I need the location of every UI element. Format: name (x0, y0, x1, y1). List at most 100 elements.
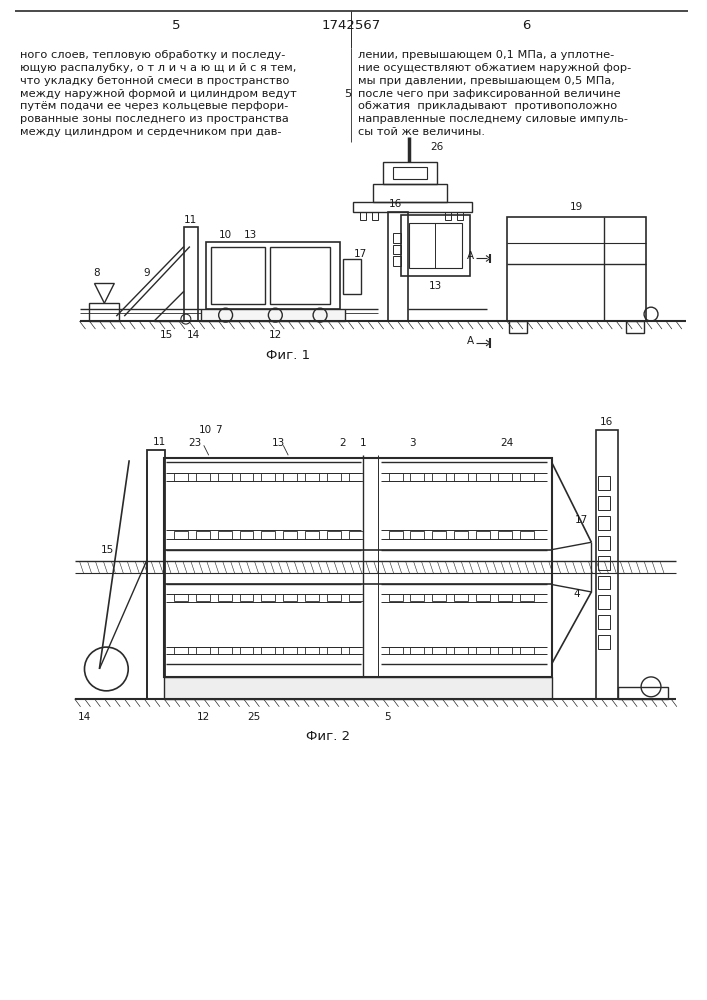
Bar (382, 162, 438, 184)
Bar (454, 594, 468, 601)
Bar (373, 184, 448, 202)
Bar (411, 647, 424, 654)
Bar (270, 247, 330, 304)
Bar (196, 594, 210, 601)
Text: 5: 5 (385, 712, 391, 722)
Bar (240, 531, 253, 539)
Bar (174, 473, 188, 481)
Text: 4: 4 (573, 589, 580, 599)
Text: 11: 11 (185, 215, 197, 225)
Bar (433, 594, 446, 601)
Bar (262, 647, 275, 654)
Bar (597, 430, 618, 699)
Bar (349, 531, 363, 539)
Text: рованные зоны последнего из пространства: рованные зоны последнего из пространства (20, 114, 288, 124)
Text: 17: 17 (354, 249, 368, 259)
Bar (211, 247, 265, 304)
Text: 25: 25 (247, 712, 260, 722)
Bar (445, 212, 451, 220)
Bar (457, 212, 463, 220)
Bar (498, 594, 512, 601)
Bar (262, 594, 275, 601)
Text: 9: 9 (144, 268, 151, 278)
Text: 13: 13 (271, 438, 285, 448)
Bar (218, 647, 232, 654)
Text: 8: 8 (93, 268, 100, 278)
Bar (327, 647, 341, 654)
Bar (360, 212, 366, 220)
Bar (476, 531, 490, 539)
Text: 11: 11 (153, 437, 165, 447)
Text: между цилиндром и сердечником при дав-: между цилиндром и сердечником при дав- (20, 127, 281, 137)
Bar (389, 594, 402, 601)
Bar (598, 496, 610, 510)
Bar (218, 473, 232, 481)
Text: направленные последнему силовые импуль-: направленные последнему силовые импуль- (358, 114, 628, 124)
Bar (196, 531, 210, 539)
Bar (409, 223, 462, 268)
Bar (509, 321, 527, 333)
Bar (327, 473, 341, 481)
Bar (240, 594, 253, 601)
Text: 15: 15 (100, 545, 114, 555)
Bar (598, 536, 610, 550)
Text: между наружной формой и цилиндром ведут: между наружной формой и цилиндром ведут (20, 89, 297, 99)
Bar (626, 321, 644, 333)
Bar (349, 594, 363, 601)
Text: 26: 26 (431, 142, 444, 152)
Bar (305, 473, 319, 481)
Bar (284, 594, 297, 601)
Bar (353, 202, 472, 212)
Bar (387, 212, 407, 321)
Bar (507, 217, 646, 321)
Text: обжатия  прикладывают  противоположно: обжатия прикладывают противоположно (358, 101, 617, 111)
Text: мы при давлении, превышающем 0,5 МПа,: мы при давлении, превышающем 0,5 МПа, (358, 76, 614, 86)
Bar (401, 215, 470, 276)
Bar (598, 615, 610, 629)
Bar (174, 647, 188, 654)
Bar (349, 647, 363, 654)
Bar (164, 458, 551, 677)
Bar (454, 473, 468, 481)
Bar (201, 309, 345, 321)
Text: 5: 5 (172, 19, 180, 32)
Bar (454, 531, 468, 539)
Bar (343, 259, 361, 294)
Bar (520, 473, 534, 481)
Text: 12: 12 (197, 712, 211, 722)
Bar (498, 473, 512, 481)
Text: 1742567: 1742567 (321, 19, 380, 32)
Text: A: A (467, 251, 474, 261)
Bar (476, 594, 490, 601)
Bar (520, 531, 534, 539)
Bar (174, 594, 188, 601)
Bar (498, 647, 512, 654)
Bar (327, 531, 341, 539)
Bar (454, 647, 468, 654)
Text: 6: 6 (522, 19, 531, 32)
Bar (598, 516, 610, 530)
Bar (411, 594, 424, 601)
Text: 19: 19 (570, 202, 583, 212)
Text: 3: 3 (409, 438, 416, 448)
Text: 5: 5 (344, 89, 351, 99)
Bar (411, 531, 424, 539)
Bar (392, 245, 401, 254)
Bar (262, 531, 275, 539)
Text: 16: 16 (389, 199, 402, 209)
Bar (498, 531, 512, 539)
Bar (433, 473, 446, 481)
Text: 1: 1 (359, 438, 366, 448)
Text: 12: 12 (269, 330, 282, 340)
Bar (389, 531, 402, 539)
Bar (598, 595, 610, 609)
Text: 7: 7 (215, 425, 221, 435)
Text: 13: 13 (428, 281, 442, 291)
Bar (196, 647, 210, 654)
Bar (476, 473, 490, 481)
Bar (147, 450, 165, 699)
Bar (164, 677, 551, 699)
Text: 10: 10 (199, 425, 212, 435)
Bar (90, 303, 119, 321)
Text: 13: 13 (244, 230, 257, 240)
